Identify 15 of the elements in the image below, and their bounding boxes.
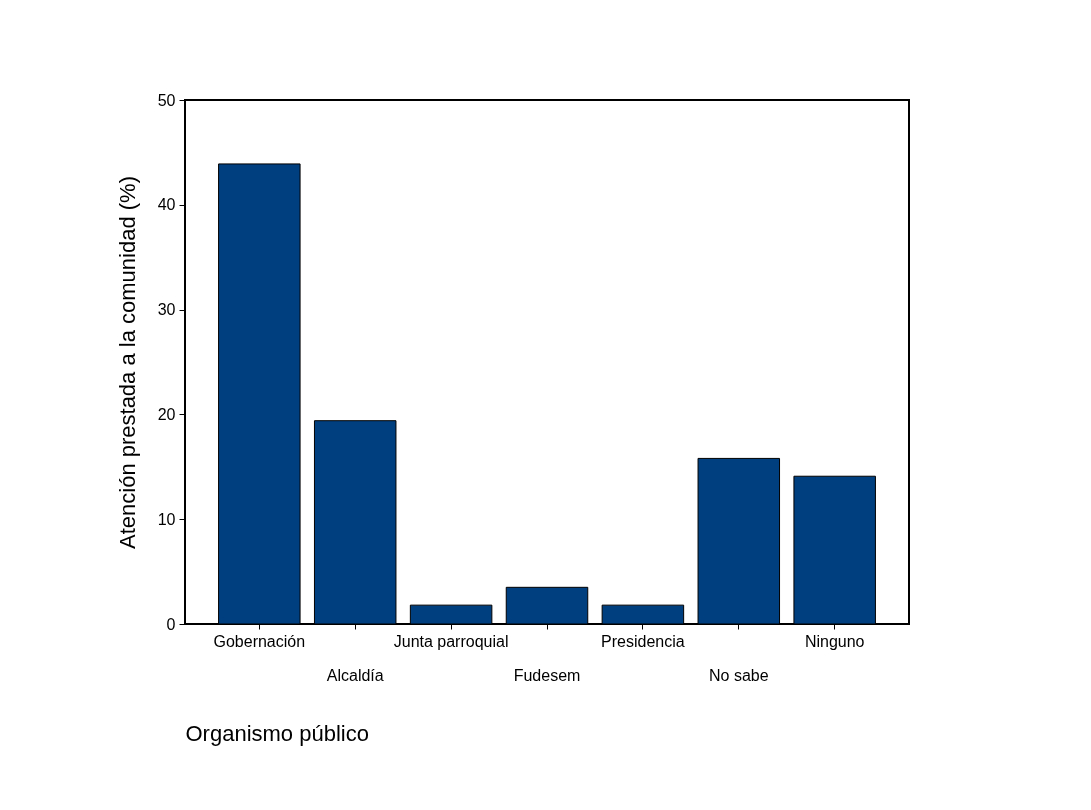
- y-tick-label: 0: [166, 615, 176, 633]
- x-tick-label: Fudesem: [513, 666, 581, 684]
- y-tick-label: 40: [157, 196, 176, 214]
- y-tick-label: 10: [157, 510, 176, 528]
- x-axis-title: Organismo público: [185, 720, 369, 746]
- y-tick-label: 30: [157, 301, 176, 319]
- x-tick-label: Gobernación: [213, 632, 306, 650]
- y-axis-title: Atención prestada a la comunidad (%): [114, 176, 140, 549]
- y-tick-label: 20: [157, 405, 176, 423]
- y-tick-label: 50: [157, 91, 176, 109]
- x-tick-label: Ninguno: [804, 632, 865, 650]
- x-tick-label: Junta parroquial: [393, 632, 509, 650]
- x-tick-label: Presidencia: [601, 632, 685, 650]
- x-tick-label: Alcaldía: [326, 666, 384, 684]
- x-tick-label: No sabe: [708, 666, 769, 684]
